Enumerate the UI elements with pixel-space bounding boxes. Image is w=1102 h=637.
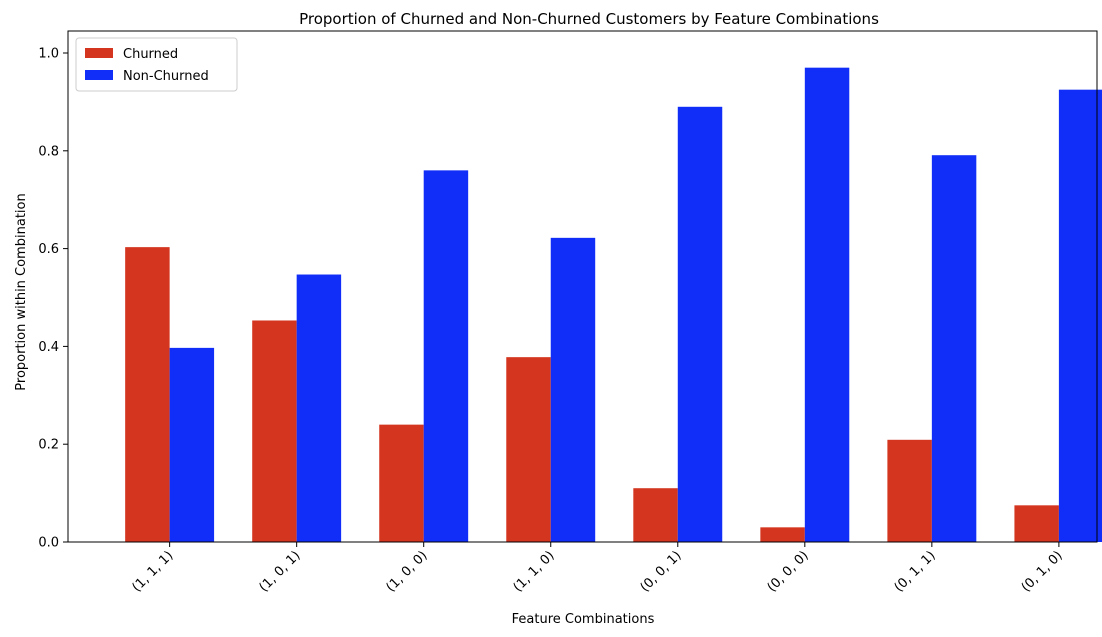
bar-non-churned-4 bbox=[677, 106, 723, 543]
bar-churned-2 bbox=[379, 424, 424, 542]
y-tick-label: 0.6 bbox=[38, 242, 59, 257]
bars-layer bbox=[125, 67, 1102, 543]
legend: Churned Non-Churned bbox=[75, 37, 238, 92]
bar-churned-4 bbox=[633, 488, 678, 542]
x-tick-label: (0, 1, 0) bbox=[1019, 548, 1066, 595]
x-axis-label: Feature Combinations bbox=[512, 612, 655, 627]
legend-swatch-non-churned bbox=[85, 70, 113, 80]
bar-churned-5 bbox=[760, 527, 805, 542]
bar-non-churned-2 bbox=[423, 170, 469, 542]
bar-non-churned-5 bbox=[804, 67, 850, 542]
bar-churned-1 bbox=[252, 320, 297, 542]
chart-title: Proportion of Churned and Non-Churned Cu… bbox=[299, 10, 879, 28]
bar-churned-7 bbox=[1014, 505, 1059, 542]
x-tick-label: (0, 0, 1) bbox=[638, 548, 685, 595]
legend-label: Non-Churned bbox=[123, 69, 209, 84]
x-tick-label: (0, 1, 1) bbox=[892, 548, 939, 595]
y-tick-label: 0.0 bbox=[38, 536, 59, 551]
legend-label: Churned bbox=[123, 47, 178, 62]
x-tick-label: (1, 1, 0) bbox=[511, 548, 558, 595]
bar-non-churned-7 bbox=[1058, 89, 1102, 542]
plot-frame bbox=[67, 30, 1098, 543]
x-tick-label: (1, 0, 0) bbox=[384, 548, 431, 595]
y-tick-label: 0.4 bbox=[38, 340, 59, 355]
bar-churned-3 bbox=[506, 357, 551, 542]
legend-swatch-churned bbox=[85, 48, 113, 58]
bar-non-churned-0 bbox=[169, 347, 215, 542]
y-tick-label: 0.8 bbox=[38, 144, 59, 159]
bar-churned-6 bbox=[887, 439, 932, 542]
y-tick-label: 1.0 bbox=[38, 47, 59, 62]
bar-non-churned-6 bbox=[931, 155, 977, 543]
x-tick-label: (1, 1, 1) bbox=[129, 548, 176, 595]
y-axis-label: Proportion within Combination bbox=[14, 193, 29, 390]
bar-churned-0 bbox=[125, 247, 170, 543]
y-tick-label: 0.2 bbox=[38, 438, 59, 453]
x-tick-label: (1, 0, 1) bbox=[256, 548, 303, 595]
legend-box bbox=[75, 37, 238, 92]
bar-non-churned-3 bbox=[550, 237, 596, 542]
x-tick-label: (0, 0, 0) bbox=[765, 548, 812, 595]
bar-non-churned-1 bbox=[296, 274, 342, 542]
